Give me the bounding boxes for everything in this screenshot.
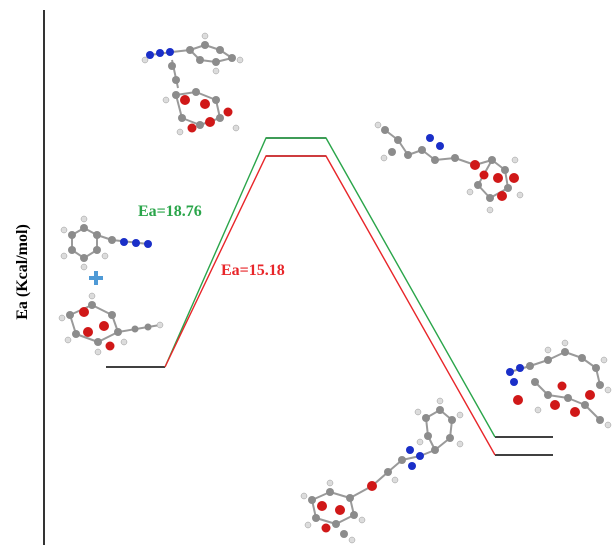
y-axis-label: Ea (Kcal/mol)	[14, 224, 31, 320]
pathway-green	[164, 137, 496, 438]
ea-label-green: Ea=18.76	[138, 203, 202, 220]
product-structure-bottom-center	[300, 397, 464, 544]
pathway-red	[164, 155, 496, 456]
product-structure-top-right	[374, 121, 524, 214]
energy-levels	[106, 137, 553, 456]
ea-label-red: Ea=15.18	[221, 262, 285, 279]
azide-benzene-molecule	[60, 215, 152, 271]
reactant-molecules	[58, 215, 164, 356]
product-structure-right	[506, 339, 612, 429]
alkyne-sugar-molecule	[58, 292, 164, 356]
plus-symbol	[89, 271, 103, 285]
transition-state-structure	[141, 32, 244, 136]
